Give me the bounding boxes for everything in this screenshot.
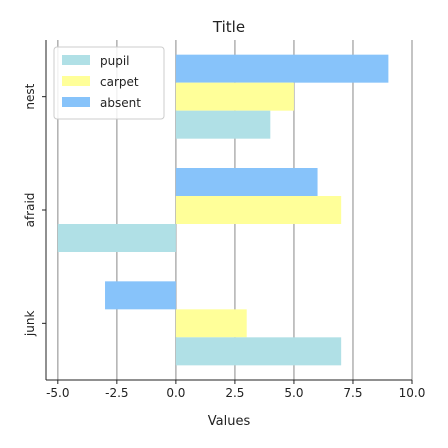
bar-pupil-junk	[175, 337, 342, 366]
legend-label-carpet: carpet	[100, 75, 139, 89]
x-tick-label: 0.0	[166, 386, 185, 400]
axes: -5.0 -2.5 0.0 2.5 5.0 7.5 10.0 nest afraid junk	[23, 40, 425, 400]
x-tick-label: 7.5	[343, 386, 362, 400]
bar-absent-junk	[105, 281, 176, 310]
bar-absent-nest	[175, 54, 389, 83]
x-axis-label: Values	[208, 414, 251, 429]
y-tick-label-afraid: afraid	[23, 193, 37, 228]
legend-swatch-pupil	[62, 55, 90, 65]
y-tick-label-junk: junk	[23, 311, 37, 338]
x-tick-label: -5.0	[46, 386, 69, 400]
bar-carpet-nest	[175, 82, 294, 111]
x-tick-label: 10.0	[399, 386, 426, 400]
legend: pupil carpet absent	[53, 46, 165, 120]
bars	[57, 54, 389, 366]
y-tick-label-nest: nest	[23, 83, 37, 109]
bar-pupil-nest	[175, 110, 271, 139]
legend-label-absent: absent	[100, 96, 141, 110]
bar-carpet-junk	[175, 309, 247, 338]
bar-pupil-afraid	[57, 224, 176, 252]
x-tick-label: -2.5	[105, 386, 128, 400]
legend-label-pupil: pupil	[100, 54, 130, 68]
chart-title: Title	[212, 18, 245, 36]
bar-carpet-afraid	[175, 196, 342, 224]
x-tick-label: 5.0	[284, 386, 303, 400]
legend-swatch-absent	[62, 97, 90, 107]
x-tick-label: 2.5	[225, 386, 244, 400]
legend-swatch-carpet	[62, 76, 90, 86]
bar-absent-afraid	[175, 168, 318, 196]
